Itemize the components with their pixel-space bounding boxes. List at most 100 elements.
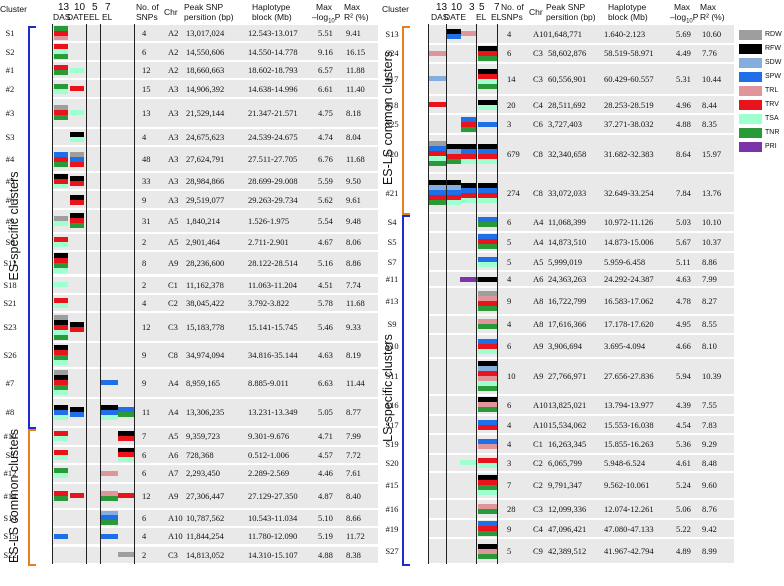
snp-count: 9 — [142, 350, 147, 361]
max-logp: 5.67 — [676, 236, 691, 247]
snp-count: 6 — [142, 468, 147, 479]
max-logp: 4.51 — [318, 279, 333, 290]
table-row — [428, 252, 734, 271]
header-peak-1: Peak SNP — [184, 2, 224, 12]
max-logp: 4.57 — [318, 449, 333, 460]
trait-bar-rfw — [101, 404, 118, 410]
max-r2: 10.60 — [702, 28, 722, 39]
trait-bar-spw — [101, 533, 118, 539]
trait-bar-spw — [70, 156, 84, 162]
max-logp: 4.39 — [676, 399, 691, 410]
trait-bar-rfw — [118, 431, 134, 437]
trait-bar-tsa — [461, 158, 476, 164]
trait-bar-spw — [478, 419, 497, 425]
legend-label-tnr: TNR — [765, 129, 780, 136]
cluster-id: S18 — [3, 279, 17, 290]
peak-snp-position: 58,602,876 — [548, 48, 587, 59]
snp-count: 4 — [142, 531, 147, 542]
trait-bar-tsa — [54, 360, 68, 366]
snp-count: 9 — [507, 523, 512, 534]
table-row — [52, 546, 378, 563]
trait-bar-rdw — [70, 151, 84, 157]
snp-count: 4 — [142, 298, 147, 309]
haplotype-block: 14.638-14.996 — [248, 83, 298, 94]
trait-bar-trv — [118, 436, 134, 442]
chromosome: A5 — [168, 431, 179, 442]
trait-bar-trv — [118, 493, 134, 499]
haplotype-block: 15.141-15.745 — [248, 322, 298, 333]
snp-count: 4 — [507, 28, 512, 39]
trait-bar-tsa — [54, 183, 68, 189]
max-logp: 5.22 — [676, 523, 691, 534]
chromosome: C8 — [533, 187, 543, 198]
trait-bar-tsa — [70, 136, 84, 142]
peak-snp-position: 16,722,799 — [548, 295, 587, 306]
max-logp: 5.31 — [676, 73, 691, 84]
cluster-id: S14 — [3, 512, 17, 523]
cluster-id: #7 — [5, 377, 15, 388]
peak-snp-position: 9,359,723 — [186, 431, 220, 442]
cluster-id: #12 — [3, 468, 17, 479]
chromosome: C9 — [533, 546, 543, 557]
max-logp: 4.95 — [676, 319, 691, 330]
peak-snp-position: 15,534,062 — [548, 419, 587, 430]
trait-bar-tsa — [478, 348, 497, 354]
table-row — [428, 315, 734, 334]
max-r2: 8.55 — [702, 319, 717, 330]
max-r2: 10.10 — [702, 217, 722, 228]
trait-bar-rfw — [478, 361, 497, 367]
max-logp: 5.16 — [318, 258, 333, 269]
trait-bar-tsa — [478, 381, 497, 387]
trait-bar-trv — [54, 380, 68, 386]
haplotype-block: 21.347-21.571 — [248, 107, 298, 118]
chromosome: A3 — [168, 107, 179, 118]
table-row — [52, 43, 378, 60]
table-row — [52, 98, 378, 127]
snp-count: 6 — [142, 512, 147, 523]
max-logp: 5.62 — [318, 194, 333, 205]
header-r2-1: Max — [700, 2, 717, 12]
trait-bar-rfw — [428, 180, 446, 186]
trait-bar-tnr — [478, 553, 497, 559]
max-logp: 4.78 — [676, 295, 691, 306]
trait-bar-trv — [478, 343, 497, 349]
trait-bar-spw — [446, 190, 461, 196]
trait-bar-rfw — [54, 319, 68, 325]
trait-bar-tsa — [54, 242, 68, 248]
haplotype-block: 1.640-2.123 — [604, 28, 646, 39]
trait-bar-trv — [478, 526, 497, 532]
table-row — [52, 147, 378, 171]
snp-count: 6 — [507, 217, 512, 228]
trait-bar-rfw — [478, 397, 497, 403]
max-r2: 8.06 — [346, 237, 361, 248]
cluster-id: S25 — [385, 119, 399, 130]
header-date-3: 3 — [469, 2, 475, 13]
trait-bar-trv — [478, 239, 497, 245]
legend-swatch-trv — [739, 100, 762, 110]
snp-count: 5 — [507, 236, 512, 247]
trait-bar-tnr — [54, 26, 68, 31]
peak-snp-position: 2,293,450 — [186, 468, 220, 479]
chromosome: C6 — [533, 119, 543, 130]
haplotype-block: 16.583-17.062 — [604, 295, 654, 306]
trait-bar-spw — [478, 148, 497, 154]
snp-count: 4 — [507, 319, 512, 330]
max-logp: 5.10 — [318, 512, 333, 523]
peak-snp-position: 42,389,512 — [548, 546, 587, 557]
trait-bar-trv — [70, 327, 84, 333]
chromosome: A2 — [168, 65, 179, 76]
header-chr: Chr — [164, 7, 178, 17]
legend-swatch-pri — [739, 142, 762, 152]
trait-bar-rdw — [118, 552, 134, 558]
trait-bar-spw — [478, 521, 497, 527]
legend-label-tsa: TSA — [765, 115, 779, 122]
max-logp: 4.63 — [676, 274, 691, 285]
legend-swatch-sdw — [739, 58, 762, 68]
trait-bar-trv — [54, 324, 68, 330]
trait-bar-tnr — [101, 495, 118, 501]
group-bracket — [28, 26, 36, 430]
table-row — [428, 415, 734, 434]
legend-swatch-tnr — [739, 128, 762, 138]
trait-bar-rfw — [478, 99, 497, 105]
trait-bar-spw — [118, 407, 134, 413]
